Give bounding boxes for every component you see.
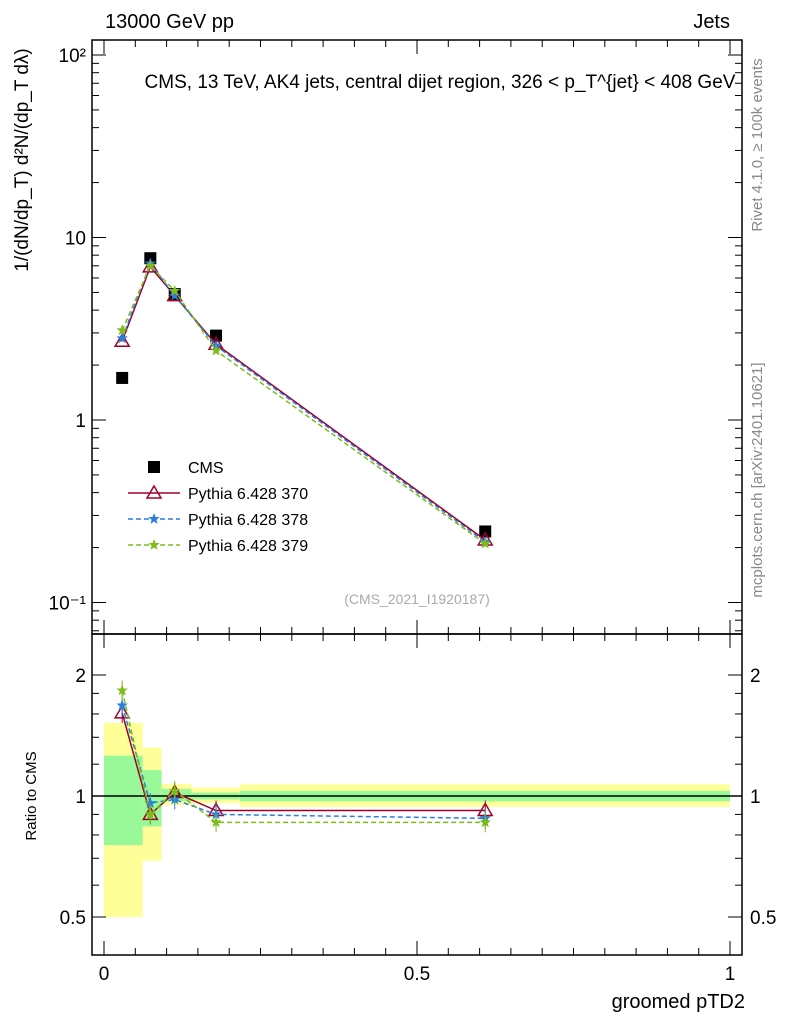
main-ytick-label: 10² — [59, 46, 86, 67]
xtick-label: 0 — [99, 964, 110, 985]
ratio-pythia-379-point — [116, 684, 128, 696]
pythia-370-point — [142, 258, 159, 273]
watermark: (CMS_2021_I1920187) — [344, 591, 490, 607]
legend-label: Pythia 6.428 370 — [188, 486, 308, 503]
mcplots-label: mcplots.cern.ch [arXiv:2401.10621] — [749, 362, 766, 597]
header-left: 13000 GeV pp — [105, 11, 234, 33]
ratio-pythia-379-point — [144, 808, 157, 820]
ratio-band-green — [104, 755, 143, 846]
pythia-379-point — [144, 259, 157, 271]
main-ylabel: 1/(dN/dp_T) d²N/(dp_T dλ) — [12, 48, 33, 272]
legend-label: Pythia 6.428 379 — [188, 538, 308, 555]
ratio-pythia-370-point — [113, 704, 131, 719]
header-right: Jets — [693, 11, 730, 33]
ratio-pythia-378-point — [116, 699, 128, 711]
pythia-379-point — [479, 537, 491, 549]
ratio-pythia-379-point — [169, 784, 181, 796]
cms-data-point — [210, 329, 223, 342]
xtick-label: 1 — [725, 964, 736, 985]
pythia-379-point — [116, 324, 128, 336]
ratio-ytick-label: 2 — [75, 666, 86, 687]
cms-data-point — [116, 371, 129, 384]
legend-star-marker — [148, 513, 160, 524]
pythia-379-point — [169, 284, 181, 296]
main-ytick-label: 10 — [65, 229, 86, 250]
legend-triangle-marker — [145, 484, 163, 499]
rivet-label: Rivet 4.1.0, ≥ 100k events — [749, 58, 766, 231]
ratio-ytick-label: 0.5 — [60, 908, 86, 929]
xtick-label: 0.5 — [404, 964, 430, 985]
ratio-ytick-label-right: 0.5 — [750, 908, 776, 929]
ratio-ytick-label-right: 2 — [750, 666, 761, 687]
main-ytick-label: 10⁻¹ — [49, 594, 87, 615]
main-ytick-label: 1 — [75, 411, 86, 432]
ratio-ytick-label-right: 1 — [750, 787, 761, 808]
legend-label: Pythia 6.428 378 — [188, 512, 308, 529]
ratio-pythia-378-point — [144, 797, 157, 808]
xlabel: groomed pTD2 — [612, 991, 745, 1013]
cms-data-point — [479, 525, 492, 538]
legend-cms-marker — [148, 461, 160, 473]
ratio-pythia-379-point — [479, 816, 491, 828]
ratio-ytick-label: 1 — [75, 787, 86, 808]
legend-label: CMS — [188, 460, 224, 477]
ratio-pythia-379-point — [210, 816, 222, 828]
pythia-379-point — [210, 344, 222, 356]
pythia-378-point — [169, 289, 181, 301]
pythia-370-point — [113, 332, 131, 348]
main-title: CMS, 13 TeV, AK4 jets, central dijet reg… — [145, 72, 736, 93]
legend-star-marker — [148, 539, 160, 550]
pythia-378-point — [116, 332, 128, 344]
ratio-ylabel: Ratio to CMS — [23, 751, 40, 840]
